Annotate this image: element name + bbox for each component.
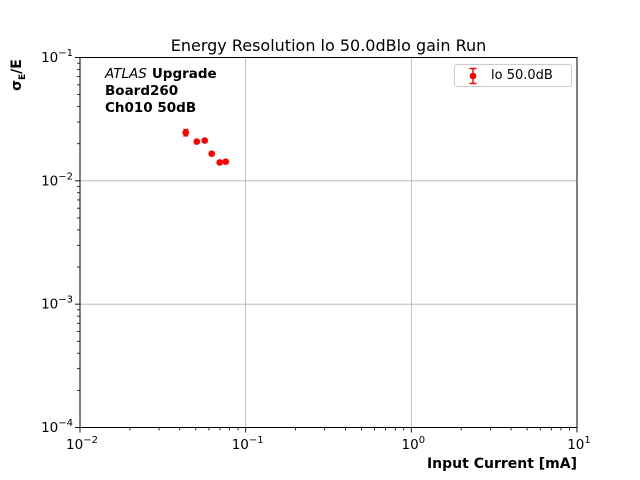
- y-axis-label-subscript: E: [17, 73, 28, 80]
- annotation-line-3: Ch010 50dB: [105, 100, 197, 116]
- axes-frame: [79, 57, 578, 428]
- data-point: [208, 150, 216, 157]
- annotation-line-1: ATLAS Upgrade: [105, 66, 217, 83]
- chart-title: Energy Resolution lo 50.0dBlo gain Run: [170, 36, 487, 55]
- y-tick-label: 10−2: [41, 171, 73, 189]
- annotation-upgrade: Upgrade: [151, 66, 217, 82]
- plot-annotation: ATLAS Upgrade Board260 Ch010 50dB: [105, 66, 217, 117]
- x-tick-label: 10−1: [232, 435, 264, 453]
- y-axis-label: σE/E: [9, 25, 29, 125]
- annotation-line-2: Board260: [105, 83, 179, 99]
- legend-label: lo 50.0dB: [491, 68, 553, 83]
- data-point: [222, 158, 230, 165]
- legend-box: lo 50.0dB: [454, 64, 572, 87]
- data-point: [182, 129, 190, 136]
- x-tick-label: 100: [402, 435, 426, 453]
- y-tick-label: 10−1: [41, 48, 73, 66]
- x-axis-label: Input Current [mA]: [426, 456, 577, 472]
- y-axis-label-rest: /E: [9, 59, 25, 74]
- data-point: [193, 138, 201, 145]
- y-axis-label-sigma: σ: [9, 79, 25, 91]
- data-point: [216, 159, 223, 166]
- data-point: [201, 137, 209, 144]
- x-tick-label: 10−2: [66, 435, 98, 453]
- x-tick-label: 101: [567, 435, 591, 453]
- annotation-experiment: ATLAS: [105, 66, 147, 82]
- legend-errorbar-icon: [469, 67, 477, 84]
- y-tick-label: 10−3: [41, 295, 73, 313]
- y-tick-label: 10−4: [41, 418, 73, 436]
